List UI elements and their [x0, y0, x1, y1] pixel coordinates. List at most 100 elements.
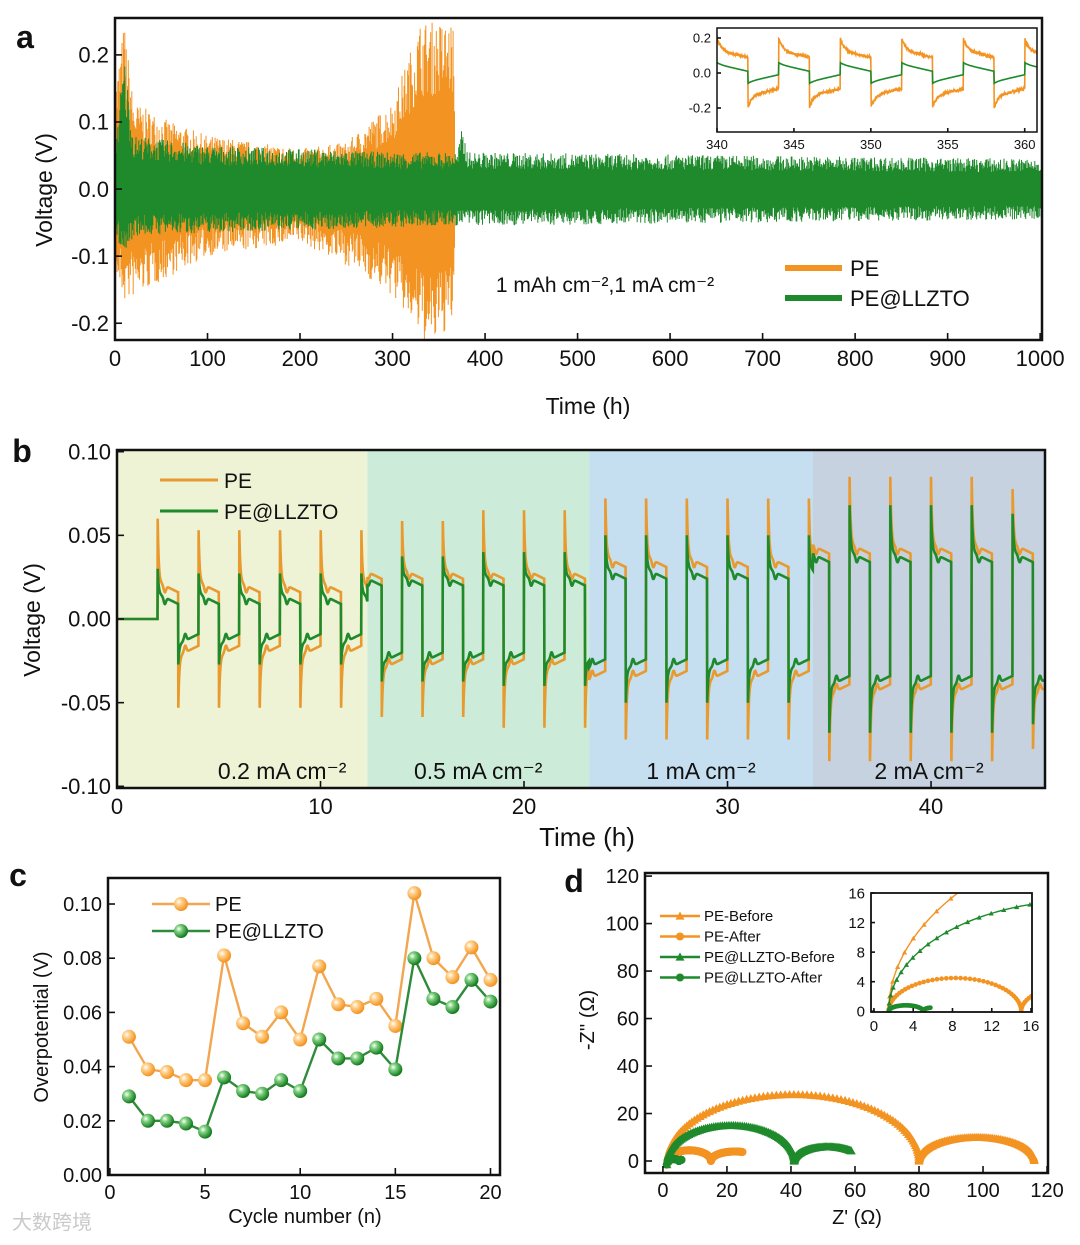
x-tick-label: 40 — [919, 794, 943, 819]
data-point — [886, 1000, 892, 1006]
legend-label: PE@LLZTO-Before — [704, 949, 835, 966]
data-point — [738, 1147, 747, 1157]
data-point — [967, 976, 973, 982]
series-line — [127, 954, 492, 1134]
data-point — [894, 977, 900, 982]
series-pe-trace — [117, 476, 1045, 762]
data-point — [1014, 904, 1020, 910]
legend-label: PE — [850, 256, 879, 281]
data-point — [846, 1146, 856, 1155]
data-point — [1042, 987, 1047, 992]
series-llzto-trace — [117, 505, 1045, 733]
data-point — [1055, 984, 1060, 989]
y-tick-label: 60 — [617, 1009, 639, 1031]
y-axis-title: Voltage (V) — [31, 133, 57, 247]
x-tick-label: 800 — [837, 346, 874, 371]
data-point — [1041, 900, 1046, 905]
data-point — [159, 1065, 174, 1080]
data-point — [274, 1005, 289, 1020]
data-point — [274, 1073, 289, 1088]
panel-a-plot — [115, 22, 1042, 340]
inset-series-line — [887, 903, 1032, 1012]
data-point — [934, 935, 940, 941]
x-tick-label: 4 — [909, 1018, 917, 1035]
x-tick-label: 8 — [948, 1018, 956, 1035]
data-point — [930, 977, 935, 983]
data-point — [179, 1116, 194, 1131]
y-tick-label: 0.04 — [63, 1057, 102, 1079]
x-tick-label: 0 — [111, 794, 123, 819]
data-point — [939, 976, 944, 982]
legend-label: PE-After — [704, 929, 761, 946]
data-point — [464, 940, 479, 955]
data-point — [677, 1155, 686, 1164]
legend-label: PE@LLZTO-After — [704, 970, 822, 987]
condition-annotation: 1 mAh cm⁻²,1 mA cm⁻² — [496, 274, 714, 297]
x-tick-label: 120 — [1030, 1180, 1063, 1202]
data-point — [985, 980, 991, 985]
y-tick-label: 0.05 — [68, 523, 111, 548]
data-point — [331, 997, 346, 1012]
data-point — [198, 1073, 213, 1088]
data-point — [445, 999, 460, 1014]
x-tick-label: 1000 — [1016, 346, 1065, 371]
region-band — [813, 450, 1045, 788]
data-point — [426, 991, 441, 1006]
data-point — [198, 1124, 213, 1139]
data-point — [953, 975, 959, 981]
data-point — [964, 919, 971, 925]
data-point — [675, 973, 685, 982]
x-tick-label: 40 — [780, 1180, 802, 1202]
plot-frame — [716, 27, 1038, 133]
data-point — [407, 951, 422, 966]
x-tick-label: 100 — [189, 346, 226, 371]
region-label: 0.5 mA cm⁻² — [414, 758, 543, 784]
inset-a-pe-llzto-trace — [717, 61, 1037, 85]
x-tick-label: 100 — [966, 1180, 999, 1202]
legend-label: PE-Before — [704, 908, 773, 925]
data-point — [464, 972, 479, 987]
x-tick-label: 700 — [744, 346, 781, 371]
x-tick-label: 360 — [1014, 137, 1036, 152]
y-tick-label: -0.2 — [71, 311, 109, 336]
data-point — [921, 922, 927, 927]
data-point — [903, 962, 910, 967]
data-point — [1064, 982, 1069, 987]
y-tick-label: 0.2 — [78, 43, 109, 68]
inset-d-plot — [886, 861, 1079, 1012]
data-point — [483, 972, 498, 987]
data-point — [675, 932, 685, 941]
data-point — [917, 980, 922, 986]
inset-a-pe-trace — [717, 35, 1037, 109]
y-tick-label: 0.02 — [63, 1111, 102, 1133]
data-point — [179, 1073, 194, 1088]
x-axis-title: Time (h) — [546, 393, 631, 419]
x-tick-label: 500 — [559, 346, 596, 371]
panel-label-b: b — [12, 433, 32, 469]
data-point — [934, 976, 940, 982]
data-point — [369, 1040, 384, 1055]
x-axis-title: Cycle number (n) — [228, 1206, 381, 1228]
data-point — [388, 1018, 403, 1033]
region-band — [589, 450, 813, 788]
data-point — [350, 1051, 365, 1066]
data-point — [1074, 980, 1079, 985]
y-tick-label: 0.06 — [63, 1002, 102, 1024]
data-point — [236, 1016, 251, 1031]
x-tick-label: 0 — [109, 346, 121, 371]
x-axis-title: Z' (Ω) — [832, 1207, 882, 1229]
data-point — [910, 935, 916, 941]
x-tick-label: 15 — [384, 1182, 406, 1204]
data-point — [1001, 861, 1006, 866]
data-point — [890, 984, 896, 990]
data-point — [236, 1083, 251, 1098]
legend-label: PE@LLZTO — [215, 921, 324, 943]
x-tick-label: 200 — [282, 346, 319, 371]
region-band — [367, 450, 590, 788]
y-tick-label: 80 — [617, 961, 639, 983]
x-tick-label: 5 — [199, 1182, 210, 1204]
data-point — [972, 977, 977, 982]
y-axis-title: Overpotential (V) — [31, 951, 53, 1102]
data-point — [954, 924, 960, 930]
